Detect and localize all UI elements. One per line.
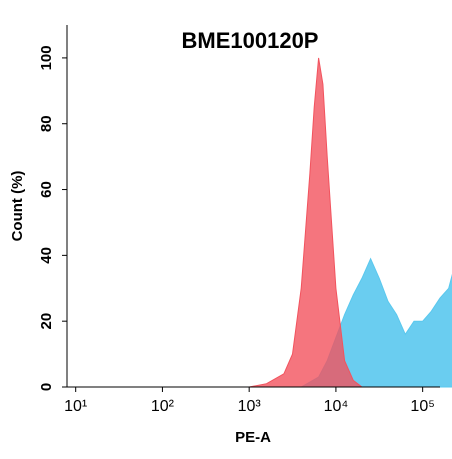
y-tick-label: 100 <box>38 45 55 70</box>
x-tick-label: 10¹ <box>64 398 87 415</box>
histogram-area <box>249 57 364 388</box>
x-axis-label: PE-A <box>235 429 271 446</box>
y-axis-label: Count (%) <box>9 171 26 242</box>
y-tick-label: 0 <box>38 383 55 391</box>
x-tick-label: 10² <box>151 398 175 415</box>
x-tick-label: 10⁵ <box>410 398 434 415</box>
y-tick-label: 20 <box>38 313 55 330</box>
chart-title: BME100120P <box>182 28 319 53</box>
x-tick-label: 10³ <box>238 398 262 415</box>
x-tick-label: 10⁴ <box>324 398 349 415</box>
y-tick-label: 40 <box>38 247 55 264</box>
y-tick-label: 60 <box>38 181 55 198</box>
y-tick-label: 80 <box>38 115 55 132</box>
